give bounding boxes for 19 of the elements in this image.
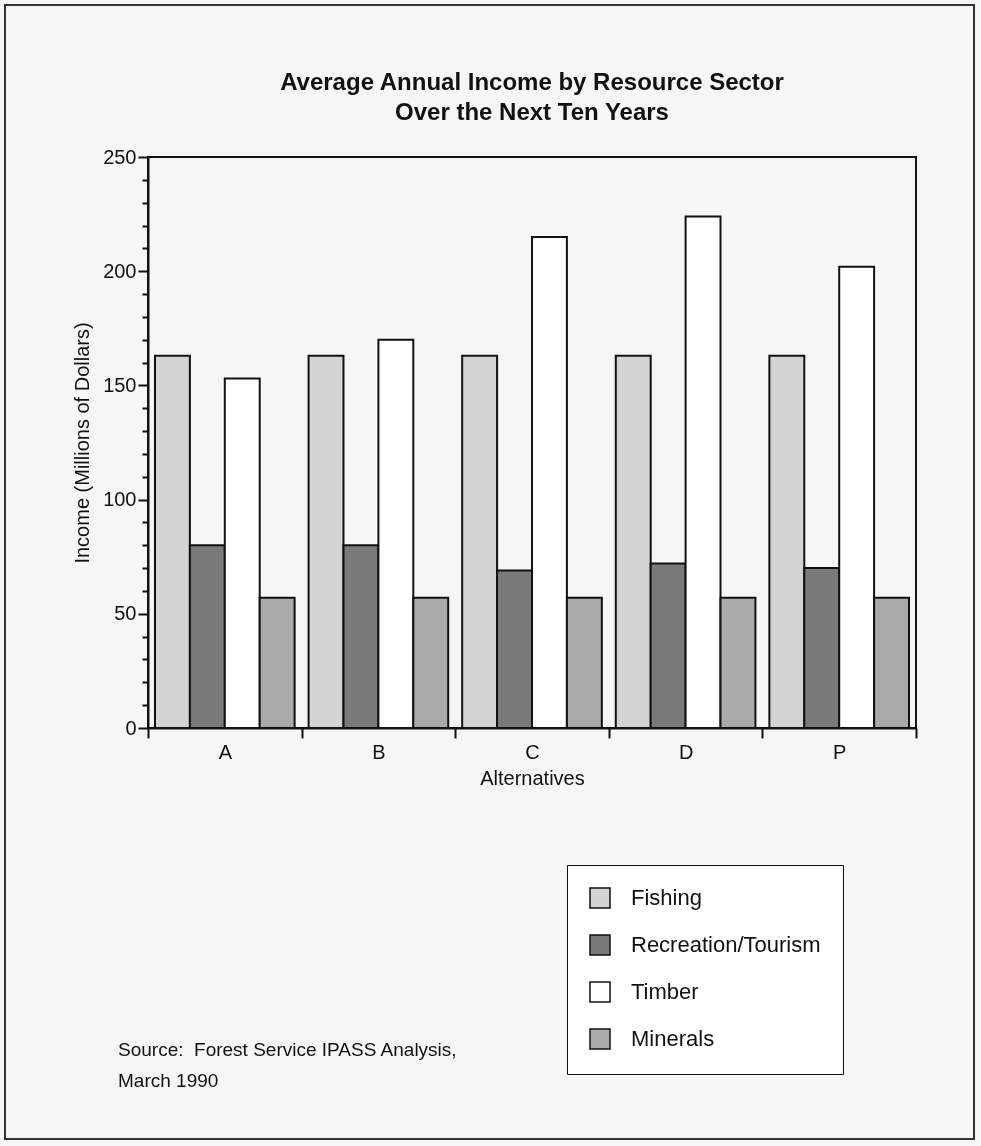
legend-label: Fishing xyxy=(631,885,702,910)
chart-title: Average Annual Income by Resource Sector Over the Next Ten Years xyxy=(280,68,784,125)
source-note: Source: Forest Service IPASS Analysis, March 1990 xyxy=(118,1038,457,1093)
y-tick-label: 0 xyxy=(125,716,137,739)
x-axis-title: Alternatives xyxy=(480,766,585,789)
y-tick-label: 150 xyxy=(103,373,137,396)
x-tick-label: P xyxy=(833,740,847,763)
legend-label: Timber xyxy=(631,979,699,1004)
y-tick-label: 50 xyxy=(114,602,137,625)
legend-label: Recreation/Tourism xyxy=(631,932,821,957)
y-tick-label: 200 xyxy=(103,259,137,282)
y-axis-title: Income (Millions of Dollars) xyxy=(71,322,94,564)
x-tick-label: C xyxy=(525,740,540,763)
x-tick-label: D xyxy=(678,740,694,763)
y-tick-label: 250 xyxy=(103,145,137,168)
legend-label: Minerals xyxy=(631,1026,715,1051)
x-tick-label: A xyxy=(218,740,233,763)
x-tick-label: B xyxy=(372,740,386,763)
y-tick-label: 100 xyxy=(103,488,137,511)
